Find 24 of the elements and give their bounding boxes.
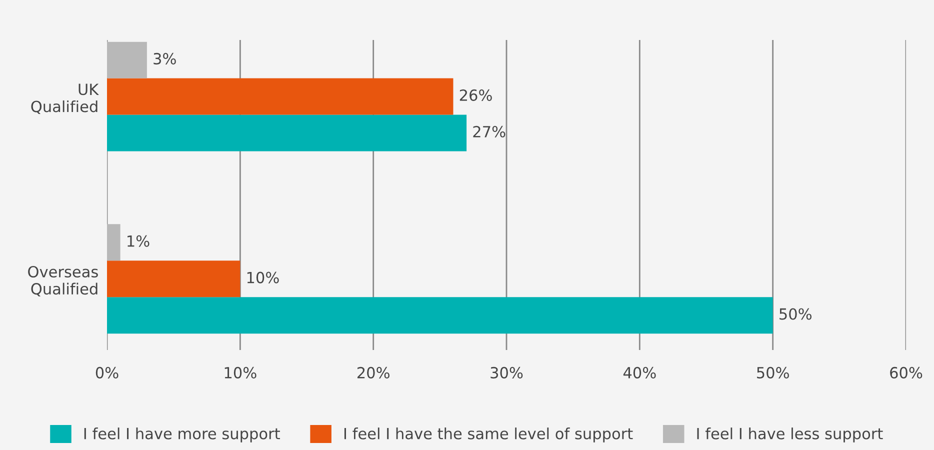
bar (107, 297, 773, 334)
x-tick-label: 40% (623, 366, 656, 378)
data-label: 10% (247, 272, 279, 284)
x-tick-label: 60% (890, 366, 922, 378)
legend-label: I feel I have more support (84, 428, 280, 442)
bar (107, 114, 467, 152)
data-label: 1% (128, 235, 150, 247)
data-label: 3% (154, 52, 176, 64)
data-label: 27% (473, 126, 506, 138)
bar (107, 78, 454, 115)
y-tick-label: Overseas Qualified (28, 266, 98, 296)
x-tick-label: 20% (357, 366, 390, 378)
bar (107, 42, 147, 78)
legend-label: I feel I have the same level of support (344, 428, 633, 442)
x-tick-label: 50% (757, 366, 789, 378)
data-label: 26% (460, 89, 492, 101)
bar (107, 260, 240, 298)
x-tick-label: 30% (490, 366, 523, 378)
legend-label: I feel I have less support (697, 428, 883, 442)
x-tick-label: 10% (224, 366, 256, 378)
y-tick-label: UK Qualified (31, 84, 99, 114)
x-tick-label: 0% (96, 366, 118, 378)
bar (107, 224, 120, 261)
data-label: 50% (780, 308, 812, 320)
